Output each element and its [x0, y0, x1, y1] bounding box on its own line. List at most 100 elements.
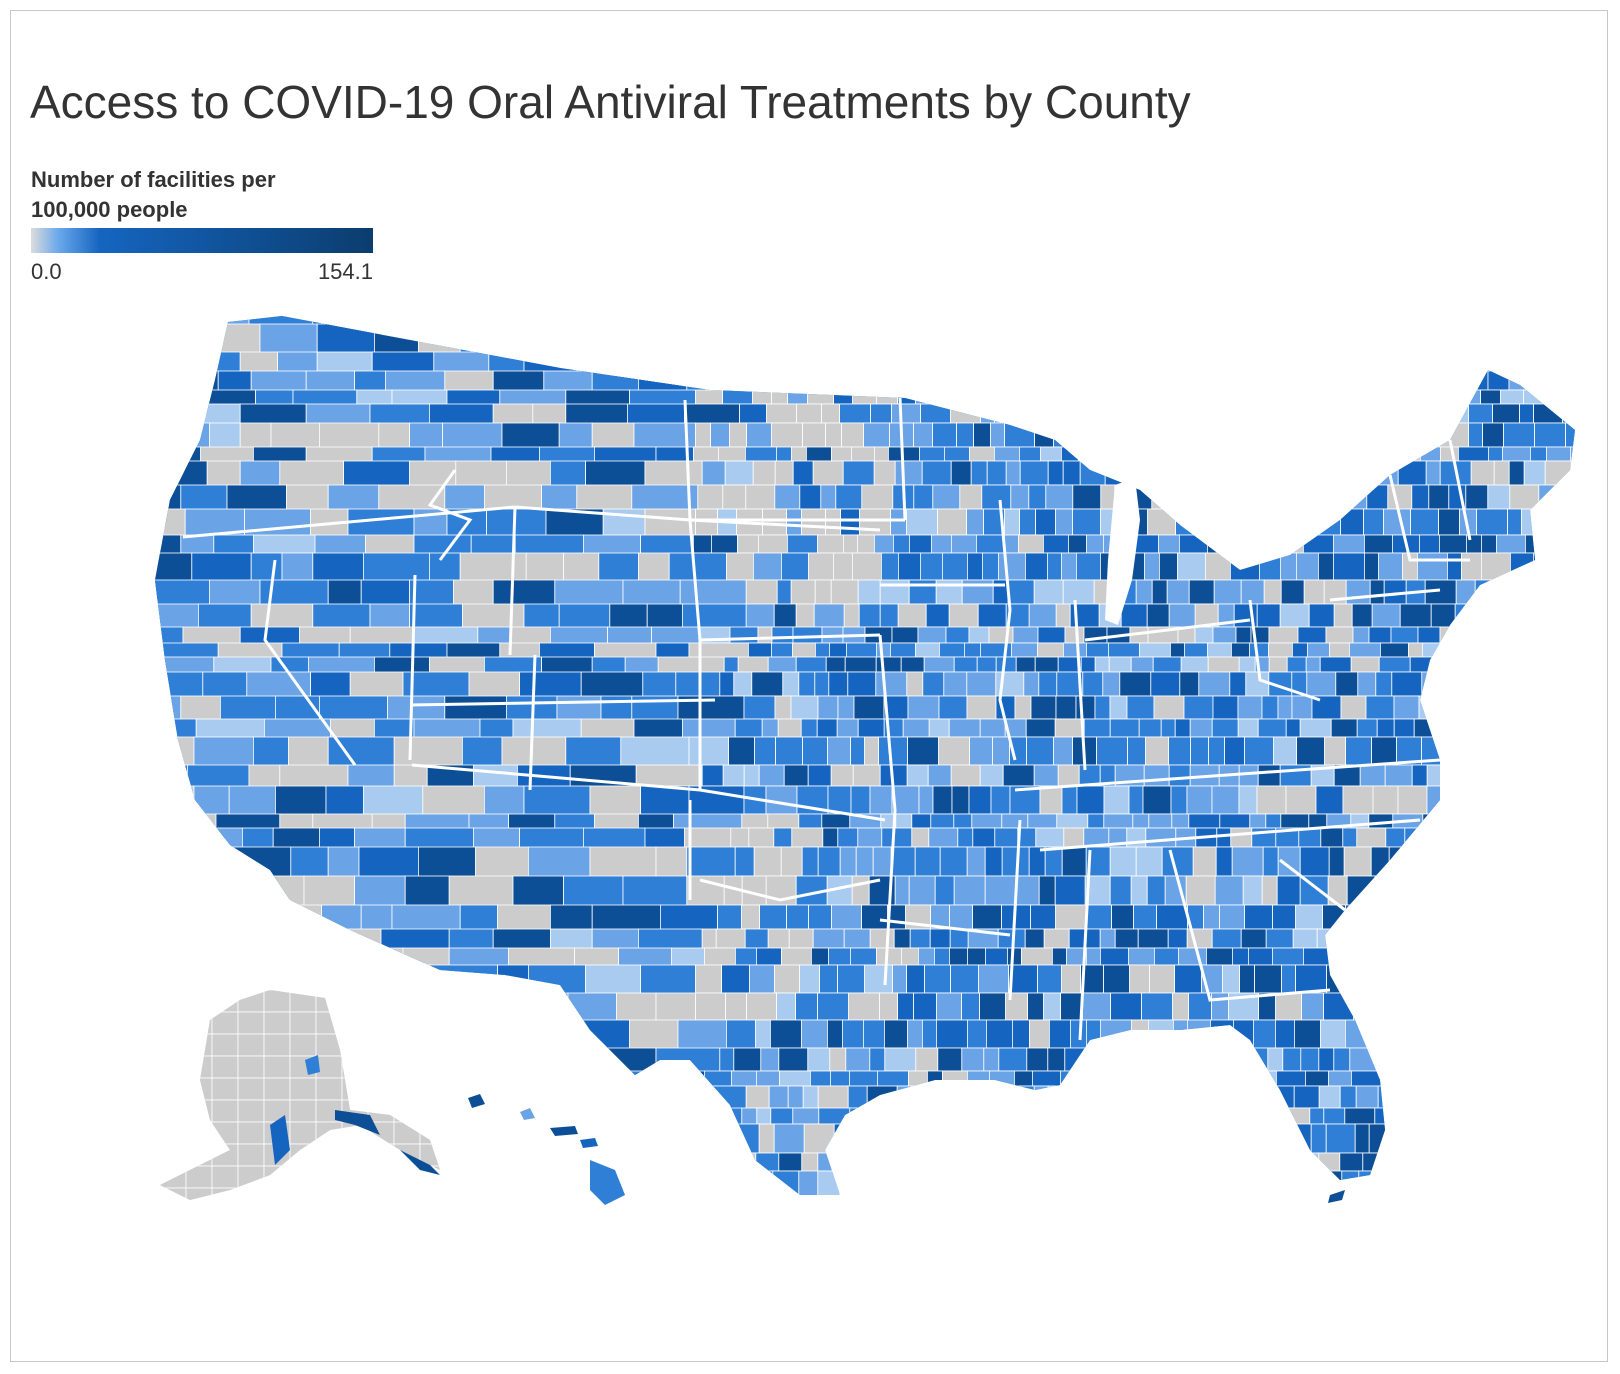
- county-cell: [966, 1199, 985, 1226]
- county-cell: [777, 718, 802, 738]
- county-cell: [754, 736, 776, 766]
- county-cell: [1309, 1107, 1325, 1125]
- county-cell: [701, 764, 724, 787]
- county-cell: [1501, 1070, 1525, 1087]
- county-cell: [1026, 1047, 1049, 1072]
- county-cell: [160, 1121, 187, 1145]
- county-cell: [1426, 764, 1456, 787]
- county-cell: [863, 1019, 885, 1049]
- county-cell: [1211, 718, 1239, 738]
- county-cell: [649, 1070, 705, 1099]
- county-cell: [697, 1170, 724, 1195]
- county-cell: [1285, 1107, 1311, 1125]
- county-cell: [1261, 695, 1279, 720]
- county-cell: [1039, 785, 1063, 815]
- county-cell: [787, 389, 808, 405]
- county-cell: [1135, 351, 1154, 372]
- county-cell: [1411, 764, 1428, 787]
- county-cell: [992, 736, 1010, 766]
- county-cell: [1267, 1047, 1284, 1072]
- county-cell: [1281, 964, 1296, 994]
- county-cell: [821, 403, 840, 424]
- county-cell: [999, 1199, 1023, 1226]
- county-cell: [934, 947, 950, 966]
- county-cell: [1128, 947, 1155, 966]
- county-cell: [1368, 626, 1392, 644]
- county-cell: [1194, 626, 1214, 644]
- county-cell: [281, 928, 320, 964]
- county-cell: [1469, 736, 1494, 766]
- county-cell: [746, 992, 777, 1021]
- county-cell: [1324, 736, 1346, 766]
- county-cell: [263, 1055, 291, 1079]
- county-cell: [1380, 992, 1408, 1021]
- county-cell: [1043, 1170, 1062, 1195]
- county-cell: [461, 1152, 514, 1186]
- county-cell: [1478, 928, 1509, 949]
- county-cell: [613, 1107, 655, 1138]
- county-cell: [1231, 370, 1247, 391]
- county-cell: [1506, 718, 1532, 738]
- county-cell: [1506, 1152, 1535, 1172]
- county-cell: [1168, 764, 1191, 787]
- county-cell: [1099, 928, 1116, 949]
- county-cell: [688, 1107, 743, 1138]
- county-cell: [1240, 928, 1267, 949]
- county-cell: [1043, 534, 1069, 554]
- county-cell: [1066, 1085, 1089, 1109]
- county-cell: [1176, 403, 1201, 424]
- county-cell: [1021, 323, 1044, 353]
- county-cell: [695, 422, 711, 448]
- county-cell: [1151, 484, 1167, 510]
- county-cell: [1198, 671, 1231, 697]
- county-cell: [1032, 389, 1059, 405]
- county-cell: [781, 947, 812, 966]
- county-cell: [1109, 718, 1140, 738]
- county-cell: [756, 1070, 780, 1087]
- county-cell: [1578, 719, 1609, 737]
- county-cell: [1255, 422, 1281, 448]
- county-cell: [1572, 992, 1575, 1021]
- county-cell: [237, 1143, 265, 1167]
- county-cell: [1061, 964, 1081, 994]
- county-cell: [211, 1033, 239, 1057]
- county-cell: [852, 389, 877, 405]
- county-cell: [1011, 642, 1038, 658]
- county-cell: [890, 642, 916, 658]
- county-cell: [1210, 1019, 1234, 1049]
- county-cell: [1502, 992, 1531, 1021]
- county-cell: [817, 1170, 841, 1195]
- county-cell: [896, 1085, 912, 1109]
- county-cell: [1214, 422, 1229, 448]
- county-cell: [1475, 1085, 1507, 1109]
- county-cell: [1291, 695, 1313, 720]
- county-cell: [1257, 764, 1281, 787]
- county-cell: [745, 446, 777, 462]
- county-cell: [961, 1047, 985, 1072]
- county-cell: [160, 1099, 187, 1123]
- county-cell: [1470, 764, 1492, 787]
- county-cell: [744, 323, 766, 353]
- county-cell: [742, 1170, 774, 1195]
- county-cell: [961, 323, 979, 353]
- county-cell: [1345, 579, 1371, 605]
- county-cell: [1108, 656, 1132, 673]
- county-cell: [1211, 928, 1242, 949]
- county-cell: [1532, 827, 1554, 848]
- county-cell: [252, 904, 322, 949]
- county-cell: [155, 316, 193, 344]
- county-cell: [1047, 552, 1062, 581]
- county-cell: [393, 1099, 421, 1123]
- county-cell: [315, 1143, 343, 1167]
- county-cell: [827, 736, 851, 766]
- county-cell: [1212, 695, 1239, 720]
- county-cell: [900, 656, 925, 673]
- county-cell: [762, 508, 787, 536]
- county-cell: [1353, 992, 1381, 1021]
- county-cell: [1026, 736, 1054, 766]
- county-cell: [1126, 695, 1155, 720]
- county-cell: [341, 1165, 369, 1189]
- county-cell: [1305, 1070, 1329, 1087]
- county-cell: [1500, 389, 1524, 405]
- county-cell: [1315, 785, 1344, 815]
